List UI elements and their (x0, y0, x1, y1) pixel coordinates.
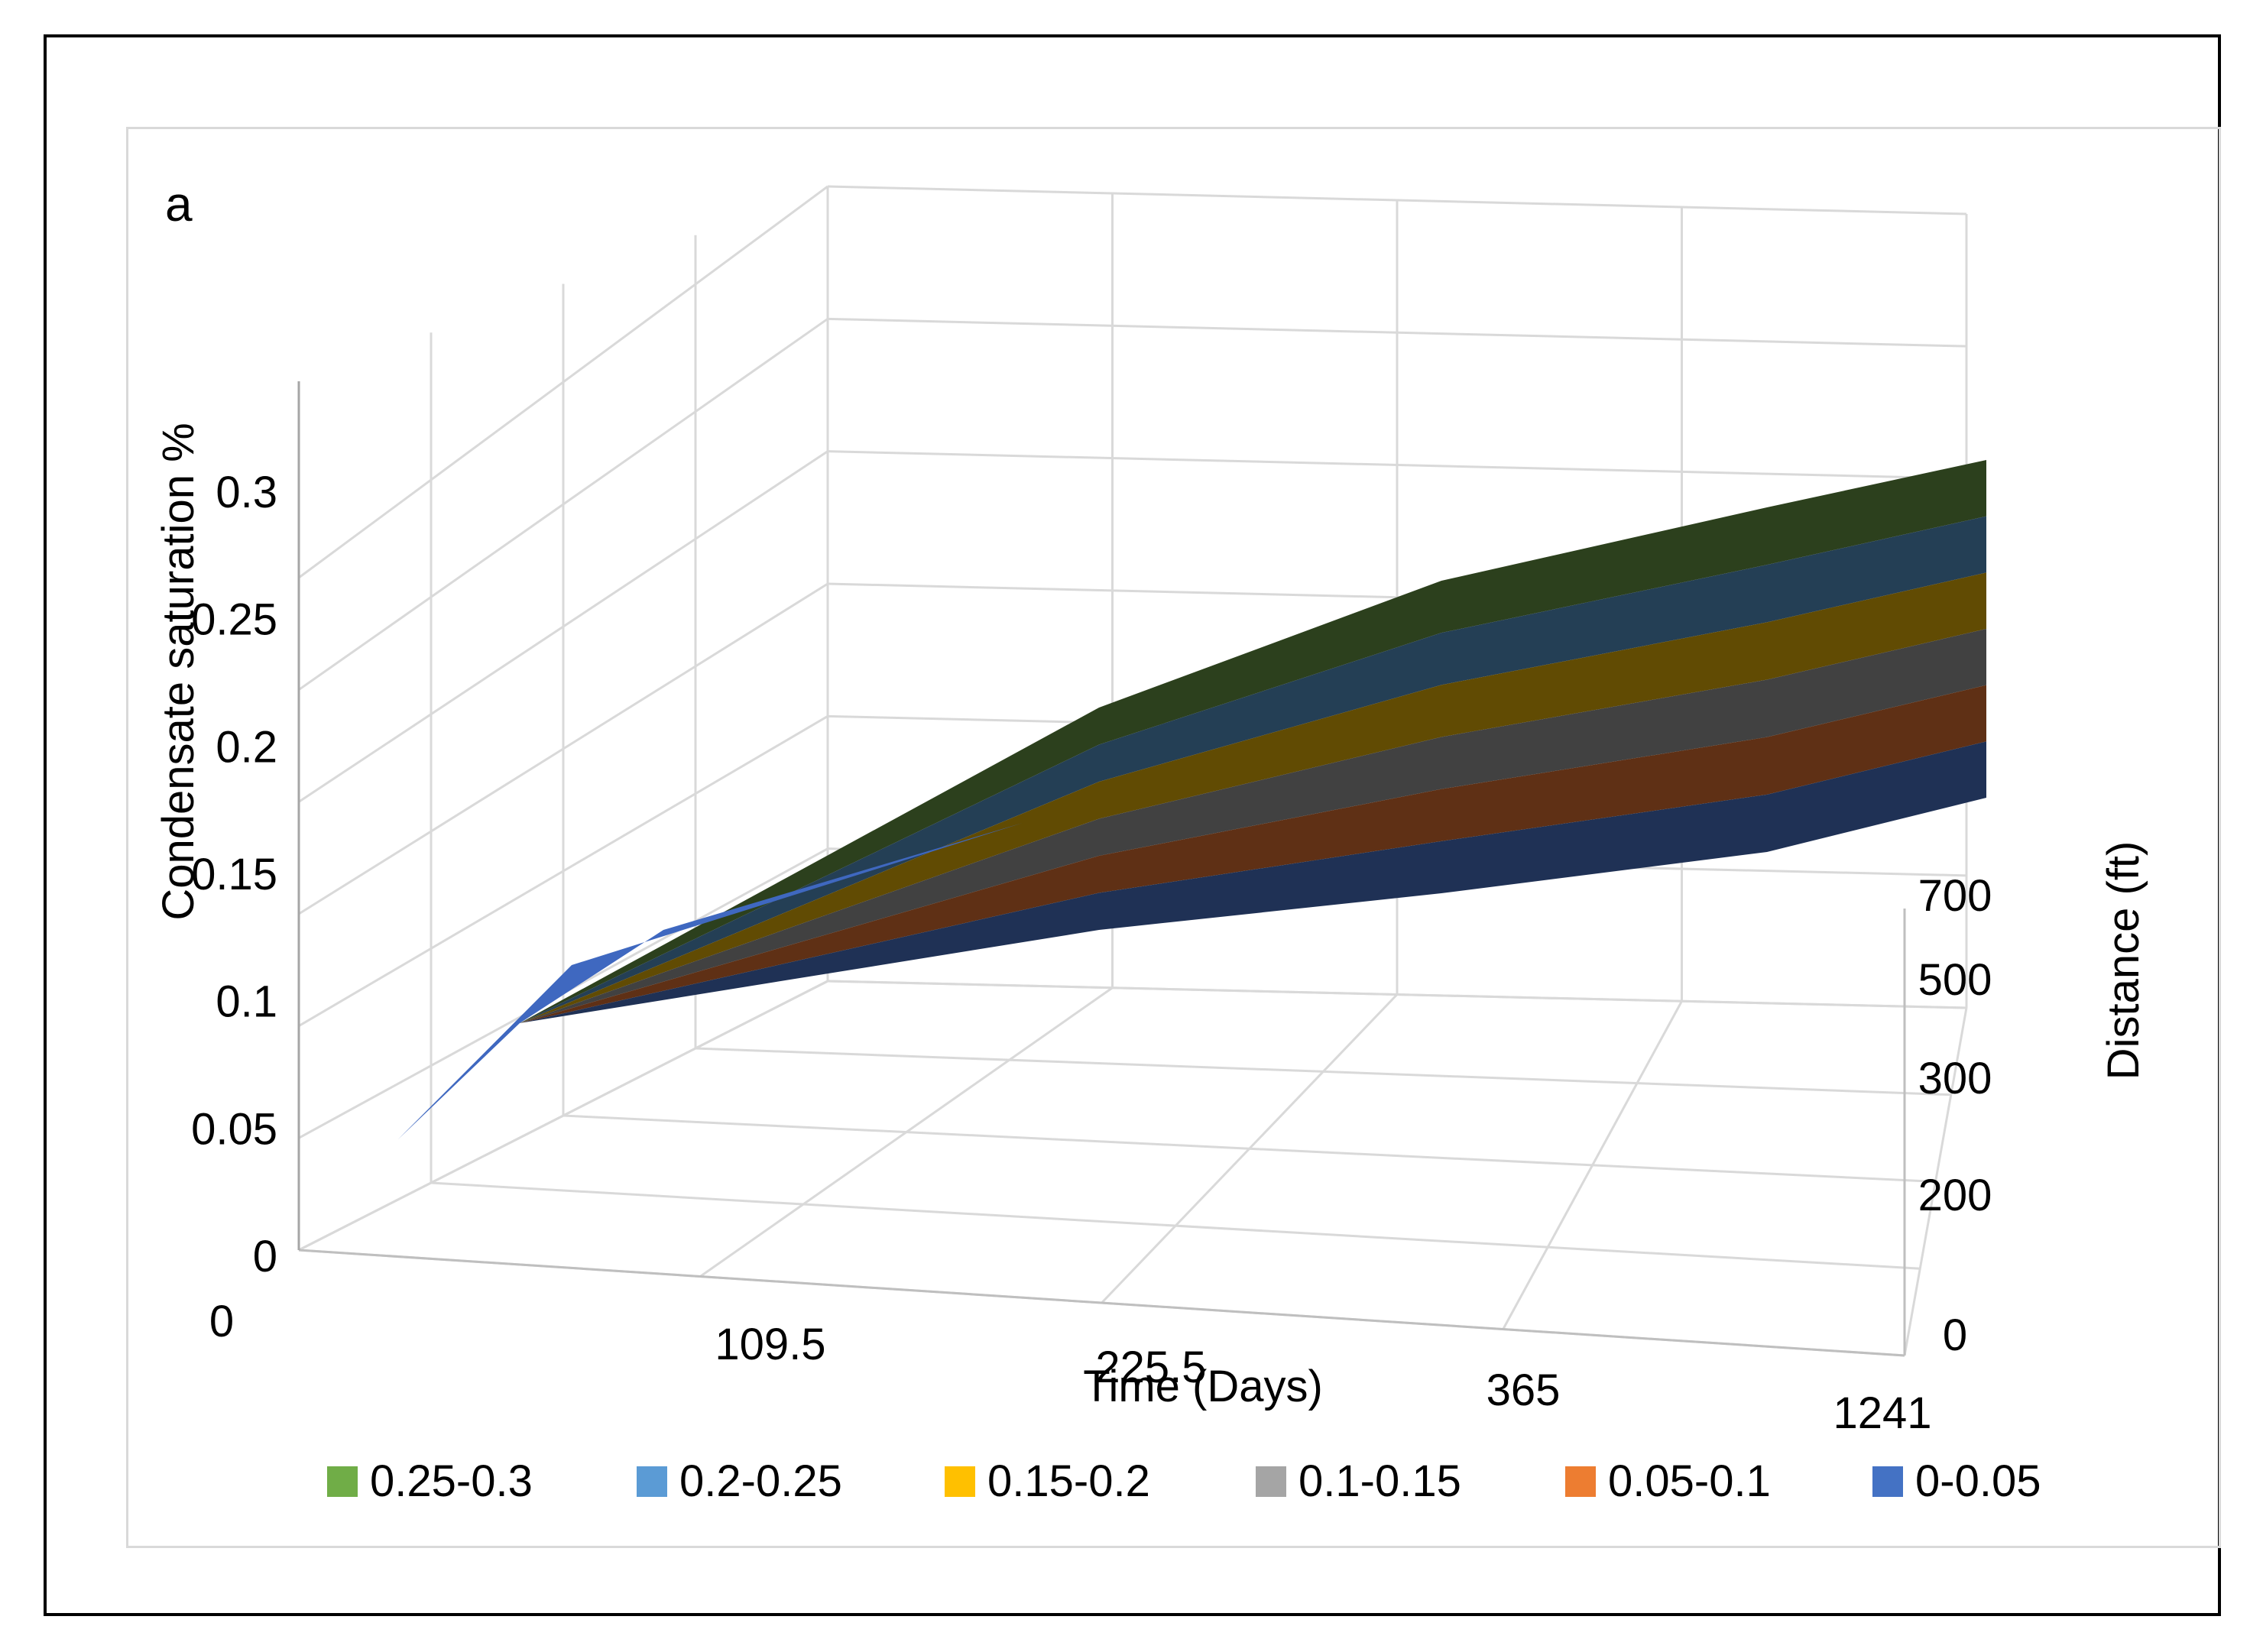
surface-band-0.1-0.15 (398, 629, 1986, 1139)
legend-label: 0.1-0.15 (1298, 1456, 1461, 1506)
y-tick-label: 0 (1943, 1310, 1967, 1360)
floor-gridline (298, 980, 828, 1252)
x-axis-title: Time (Days) (1083, 1362, 1323, 1411)
panel-label: a (165, 177, 193, 232)
z-axis-title: Condensate saturation % (154, 423, 203, 920)
legend-label: 0.05-0.1 (1608, 1456, 1771, 1506)
legend-label: 0.25-0.3 (370, 1456, 533, 1506)
legend-swatch (637, 1466, 667, 1497)
surface-band-0.25-0.3 (398, 460, 1986, 1139)
legend-swatch (1565, 1466, 1596, 1497)
legend-label: 0-0.05 (1915, 1456, 2041, 1506)
floor-gridline (1101, 993, 1399, 1304)
surface-band-0.05-0.1 (398, 685, 1986, 1139)
surface-band-0.2-0.25 (398, 516, 1986, 1139)
legend-swatch (1256, 1466, 1286, 1497)
label-layer: 0 0.05 0.1 0.15 0.2 0.25 0.3 0 109.5 225.5 365 1241… (191, 468, 1992, 1438)
z-tick-label: 0.05 (191, 1104, 277, 1154)
x-tick-label: 1241 (1833, 1388, 1931, 1438)
surface-band-0.15-0.2 (398, 572, 1986, 1139)
legend-swatch (945, 1466, 975, 1497)
z-tick-label: 0.25 (191, 595, 277, 645)
surface-band-0-0.05 (398, 741, 1986, 1139)
axis-layer (297, 389, 1906, 1357)
y-tick-label: 200 (1918, 1171, 1992, 1220)
floor-gridline (1502, 1000, 1683, 1330)
legend-label: 0.2-0.25 (679, 1456, 842, 1506)
x-tick-label: 225.5 (1095, 1343, 1206, 1392)
x-tick-label: 109.5 (715, 1320, 825, 1369)
surface-layer (398, 460, 1986, 1139)
y-tick-label: 700 (1918, 871, 1992, 921)
surface-chart: 0 0.05 0.1 0.15 0.2 0.25 0.3 0 109.5 225.5 365 1241… (154, 177, 2148, 1506)
z-tick-label: 0.2 (216, 722, 277, 772)
y-tick-label: 500 (1918, 955, 1992, 1005)
z-tick-label: 0.1 (216, 977, 277, 1027)
x-tick-label: 0 (209, 1297, 234, 1346)
z-tick-label: 0 (253, 1232, 277, 1281)
x-tick-label: 365 (1487, 1365, 1561, 1415)
y-axis-title: Distance (ft) (2099, 841, 2148, 1080)
time-axis-line (298, 1249, 1905, 1357)
legend-swatch (1872, 1466, 1903, 1497)
figure-frame: 0 0.05 0.1 0.15 0.2 0.25 0.3 0 109.5 225.5 365 1241… (44, 34, 2221, 1616)
legend-swatch (327, 1466, 358, 1497)
chart-area: 0 0.05 0.1 0.15 0.2 0.25 0.3 0 109.5 225.5 365 1241… (126, 127, 2221, 1548)
legend-label: 0.15-0.2 (987, 1456, 1150, 1506)
floor-gridline (1903, 1007, 1968, 1356)
z-tick-label: 0.15 (191, 850, 277, 899)
legend: 0.25-0.3 0.2-0.25 0.15-0.2 0.1-0.15 0.05-0.1… (327, 1456, 2041, 1506)
floor-gridline (699, 986, 1114, 1278)
y-tick-label: 300 (1918, 1054, 1992, 1103)
z-tick-label: 0.3 (216, 468, 277, 517)
